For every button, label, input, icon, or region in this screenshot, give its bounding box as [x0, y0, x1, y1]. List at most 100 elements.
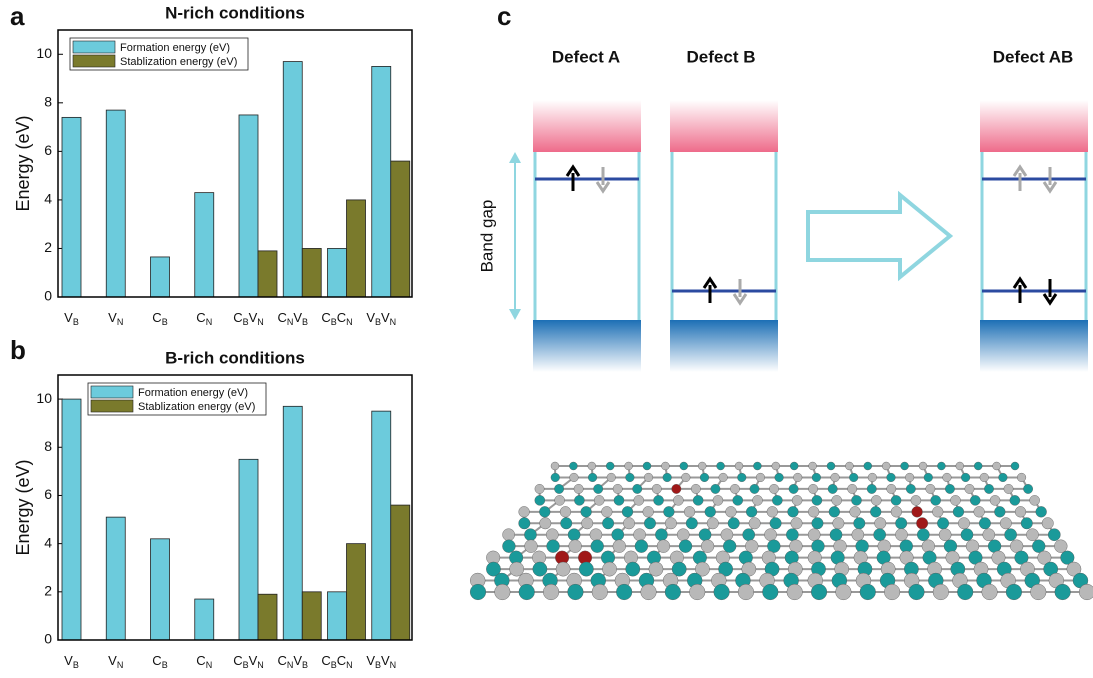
atom [868, 473, 877, 482]
atom [657, 540, 670, 553]
defect-label: Defect AB [993, 47, 1074, 66]
atom [719, 473, 728, 482]
atom [884, 584, 900, 600]
atom [956, 462, 964, 470]
panel-label: c [497, 1, 511, 31]
y-tick-label: 0 [44, 631, 52, 647]
atom [829, 506, 840, 517]
atom [982, 584, 998, 600]
atom [931, 495, 941, 505]
atom [625, 462, 633, 470]
y-tick-label: 6 [44, 486, 52, 502]
y-tick-label: 0 [44, 288, 52, 304]
atom [581, 518, 593, 530]
atom [809, 462, 817, 470]
atom [677, 529, 689, 541]
atom [953, 506, 964, 517]
atom [769, 484, 778, 493]
atom [728, 518, 740, 530]
atom [788, 506, 799, 517]
big-arrow [808, 195, 950, 277]
y-tick-label: 8 [44, 94, 52, 110]
atom [644, 518, 656, 530]
atom [965, 484, 974, 493]
x-tick-label: CBCN [321, 310, 352, 327]
atom [808, 529, 820, 541]
atom [519, 506, 530, 517]
atom [933, 584, 949, 600]
atom [944, 540, 957, 553]
atom [808, 484, 817, 493]
atom [830, 529, 842, 541]
atom [635, 540, 648, 553]
atom [753, 462, 761, 470]
atom [652, 484, 661, 493]
atom [568, 529, 580, 541]
atom [593, 484, 602, 493]
atom [1017, 473, 1026, 482]
atom [673, 495, 683, 505]
valence-band [670, 320, 778, 372]
bar [391, 505, 410, 640]
atom [864, 462, 872, 470]
bar [372, 411, 391, 640]
atom [1054, 540, 1067, 553]
atom [680, 462, 688, 470]
atom [912, 506, 923, 517]
bar [347, 544, 366, 640]
panel-label: b [10, 335, 26, 365]
panel-label: a [10, 1, 25, 31]
atom [707, 518, 719, 530]
atom [1021, 518, 1033, 530]
atom [867, 484, 876, 493]
atom [990, 495, 1000, 505]
atom [852, 529, 864, 541]
lattice [470, 462, 1093, 600]
atom [937, 462, 945, 470]
bar [283, 406, 302, 640]
atom [633, 529, 645, 541]
atom [543, 584, 559, 600]
bar [372, 66, 391, 297]
atom [569, 540, 582, 553]
atom [717, 462, 725, 470]
atom [1004, 484, 1013, 493]
atom [895, 518, 907, 530]
bar [151, 539, 170, 640]
atom [833, 518, 845, 530]
atom [762, 584, 778, 600]
atom [574, 495, 584, 505]
y-axis-label: Energy (eV) [13, 459, 33, 555]
atom [737, 473, 746, 482]
atom [691, 484, 700, 493]
atom [1015, 506, 1026, 517]
atom [723, 540, 736, 553]
legend-swatch [91, 386, 133, 398]
atom [735, 462, 743, 470]
atom [811, 584, 827, 600]
atom [554, 484, 563, 493]
atom [503, 529, 515, 541]
atom [870, 506, 881, 517]
atom [665, 518, 677, 530]
atom [560, 518, 572, 530]
atom [643, 506, 654, 517]
atom [812, 495, 822, 505]
atom [911, 495, 921, 505]
atom [945, 484, 954, 493]
atom [663, 473, 672, 482]
atom [906, 484, 915, 493]
atom [623, 518, 635, 530]
bar [258, 594, 277, 640]
chart-title: B-rich conditions [165, 348, 305, 367]
atom [547, 540, 560, 553]
atom [791, 518, 803, 530]
atom [916, 518, 928, 530]
y-tick-label: 2 [44, 239, 52, 255]
atom [756, 473, 765, 482]
atom [495, 584, 511, 600]
atom [663, 506, 674, 517]
atom [957, 584, 973, 600]
atom [950, 495, 960, 505]
atom [845, 462, 853, 470]
